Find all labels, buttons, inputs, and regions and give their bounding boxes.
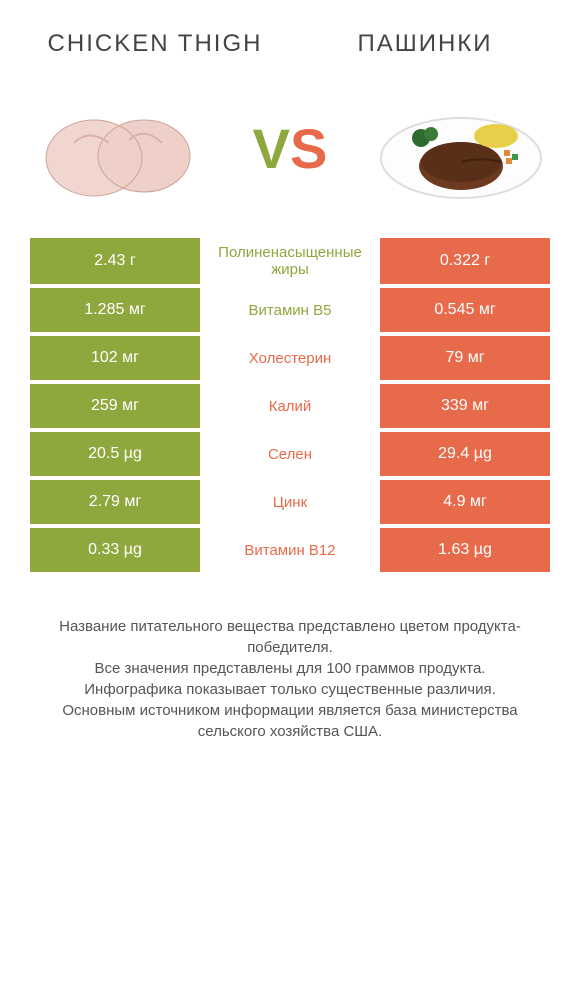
table-row: 20.5 µgСелен29.4 µg (30, 430, 550, 478)
value-left: 102 мг (30, 334, 200, 382)
value-left: 2.79 мг (30, 478, 200, 526)
titles-row: CHICKEN THIGH ПАШИНКИ (0, 0, 580, 68)
value-left: 20.5 µg (30, 430, 200, 478)
food-image-left (34, 88, 204, 208)
table-row: 102 мгХолестерин79 мг (30, 334, 550, 382)
value-right: 339 мг (380, 382, 550, 430)
footer-line: Все значения представлены для 100 граммо… (40, 658, 540, 679)
value-left: 2.43 г (30, 238, 200, 286)
value-right: 4.9 мг (380, 478, 550, 526)
value-right: 79 мг (380, 334, 550, 382)
food-image-right (376, 88, 546, 208)
table-row: 0.33 µgВитамин B121.63 µg (30, 526, 550, 574)
nutrient-label: Цинк (200, 478, 380, 526)
value-right: 0.322 г (380, 238, 550, 286)
title-left: CHICKEN THIGH (20, 30, 290, 58)
value-left: 259 мг (30, 382, 200, 430)
value-left: 0.33 µg (30, 526, 200, 574)
title-right: ПАШИНКИ (290, 30, 560, 58)
nutrient-label: Холестерин (200, 334, 380, 382)
table-row: 2.79 мгЦинк4.9 мг (30, 478, 550, 526)
nutrient-label: Селен (200, 430, 380, 478)
value-right: 1.63 µg (380, 526, 550, 574)
table-row: 1.285 мгВитамин B50.545 мг (30, 286, 550, 334)
footer-line: Инфографика показывает только существенн… (40, 679, 540, 700)
vs-s: S (290, 117, 327, 180)
images-row: VS (0, 68, 580, 238)
footer-text: Название питательного вещества представл… (30, 576, 550, 762)
vs-label: VS (253, 116, 328, 181)
footer-line: Название питательного вещества представл… (40, 616, 540, 658)
value-right: 0.545 мг (380, 286, 550, 334)
nutrient-label: Полиненасыщенные жиры (200, 238, 380, 286)
footer-line: Основным источником информации является … (40, 700, 540, 742)
comparison-table-body: 2.43 гПолиненасыщенные жиры0.322 г1.285 … (30, 238, 550, 574)
vs-v: V (253, 117, 290, 180)
table-row: 2.43 гПолиненасыщенные жиры0.322 г (30, 238, 550, 286)
value-left: 1.285 мг (30, 286, 200, 334)
nutrient-label: Витамин B12 (200, 526, 380, 574)
nutrient-label: Калий (200, 382, 380, 430)
nutrient-label: Витамин B5 (200, 286, 380, 334)
comparison-table: 2.43 гПолиненасыщенные жиры0.322 г1.285 … (30, 238, 550, 576)
value-right: 29.4 µg (380, 430, 550, 478)
table-row: 259 мгКалий339 мг (30, 382, 550, 430)
